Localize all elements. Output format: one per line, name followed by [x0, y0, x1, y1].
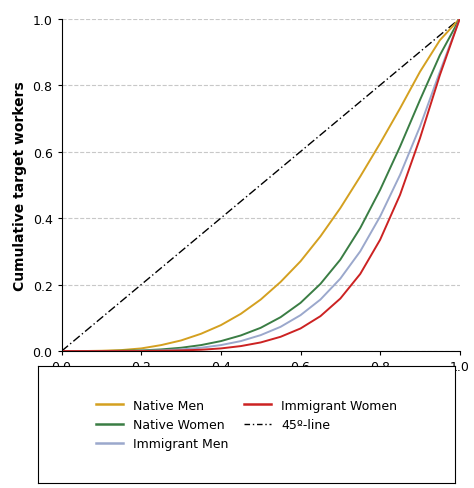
Native Women — [99, 348, 104, 354]
Native Women — [457, 17, 463, 22]
Immigrant Women — [59, 348, 64, 354]
Immigrant Men — [417, 124, 423, 130]
Native Men — [198, 331, 204, 337]
Immigrant Men — [118, 348, 124, 354]
Immigrant Men — [298, 313, 303, 319]
Native Men — [278, 280, 283, 285]
Native Men — [118, 347, 124, 353]
Immigrant Women — [198, 347, 204, 353]
Native Women — [178, 345, 184, 351]
Immigrant Men — [178, 347, 184, 353]
Immigrant Men — [278, 324, 283, 330]
Native Women — [417, 98, 423, 104]
Immigrant Men — [377, 214, 383, 220]
Immigrant Men — [258, 332, 264, 338]
Native Women — [258, 325, 264, 331]
Immigrant Women — [218, 346, 224, 352]
Immigrant Men — [198, 345, 204, 351]
Line: Immigrant Women: Immigrant Women — [62, 20, 460, 351]
Immigrant Women — [258, 340, 264, 346]
Immigrant Men — [218, 343, 224, 348]
Immigrant Women — [377, 237, 383, 243]
Native Women — [218, 339, 224, 345]
Native Men — [357, 174, 363, 180]
Immigrant Men — [158, 348, 164, 354]
Native Men — [437, 38, 443, 44]
Immigrant Women — [318, 314, 323, 320]
Line: Native Men: Native Men — [62, 20, 460, 351]
Immigrant Women — [417, 136, 423, 142]
Native Women — [437, 53, 443, 59]
Immigrant Men — [337, 276, 343, 282]
Immigrant Women — [357, 271, 363, 277]
Immigrant Men — [79, 348, 84, 354]
Native Women — [238, 333, 244, 339]
Immigrant Women — [457, 17, 463, 22]
Native Men — [59, 348, 64, 354]
Immigrant Women — [238, 344, 244, 349]
Immigrant Men — [318, 297, 323, 303]
Native Men — [258, 297, 264, 303]
Native Women — [397, 144, 403, 150]
Immigrant Women — [397, 192, 403, 198]
Native Women — [278, 315, 283, 321]
Native Men — [138, 346, 144, 352]
Native Women — [298, 300, 303, 306]
Immigrant Women — [337, 296, 343, 302]
Legend: Native Men, Native Women, Immigrant Men, Immigrant Women, 45º-line: Native Men, Native Women, Immigrant Men,… — [90, 393, 403, 456]
Native Men — [178, 338, 184, 344]
Immigrant Men — [457, 17, 463, 22]
Immigrant Women — [437, 73, 443, 79]
Native Women — [198, 343, 204, 348]
Immigrant Women — [278, 334, 283, 340]
Native Men — [318, 234, 323, 240]
Immigrant Men — [99, 348, 104, 354]
Native Women — [138, 348, 144, 354]
Native Men — [377, 141, 383, 147]
Immigrant Women — [118, 348, 124, 354]
X-axis label: Cumulative employment: Cumulative employment — [165, 379, 356, 393]
Native Men — [397, 106, 403, 112]
Native Women — [59, 348, 64, 354]
Line: Immigrant Men: Immigrant Men — [62, 20, 460, 351]
Immigrant Men — [437, 70, 443, 76]
Native Women — [318, 282, 323, 287]
Native Men — [417, 70, 423, 76]
Native Women — [158, 347, 164, 353]
Native Men — [238, 311, 244, 317]
Native Men — [457, 17, 463, 22]
Immigrant Women — [99, 348, 104, 354]
Native Women — [377, 187, 383, 193]
Immigrant Women — [138, 348, 144, 354]
Native Men — [158, 343, 164, 348]
Immigrant Women — [158, 348, 164, 354]
Native Women — [357, 225, 363, 231]
Immigrant Women — [79, 348, 84, 354]
Native Women — [79, 348, 84, 354]
Native Men — [337, 206, 343, 212]
Immigrant Women — [298, 326, 303, 332]
Y-axis label: Cumulative target workers: Cumulative target workers — [13, 81, 27, 290]
Native Men — [99, 348, 104, 354]
Native Women — [337, 257, 343, 263]
Native Men — [218, 323, 224, 328]
Line: Native Women: Native Women — [62, 20, 460, 351]
Native Women — [118, 348, 124, 354]
Immigrant Men — [357, 249, 363, 255]
Immigrant Men — [238, 339, 244, 345]
Immigrant Men — [138, 348, 144, 354]
Native Men — [298, 259, 303, 264]
Immigrant Women — [178, 348, 184, 354]
Native Men — [79, 348, 84, 354]
Immigrant Men — [397, 173, 403, 179]
Immigrant Men — [59, 348, 64, 354]
